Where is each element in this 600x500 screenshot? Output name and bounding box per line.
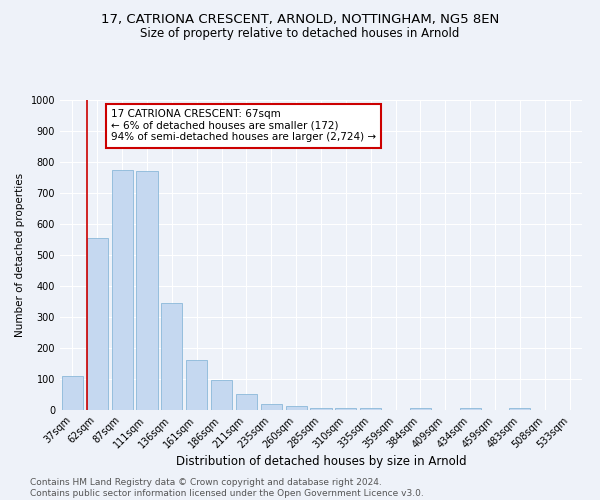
- X-axis label: Distribution of detached houses by size in Arnold: Distribution of detached houses by size …: [176, 456, 466, 468]
- Bar: [410, 408, 431, 410]
- Bar: [62, 376, 83, 410]
- Text: 17 CATRIONA CRESCENT: 67sqm
← 6% of detached houses are smaller (172)
94% of sem: 17 CATRIONA CRESCENT: 67sqm ← 6% of deta…: [111, 110, 376, 142]
- Bar: [335, 408, 356, 410]
- Bar: [360, 408, 381, 410]
- Bar: [87, 238, 108, 410]
- Text: 17, CATRIONA CRESCENT, ARNOLD, NOTTINGHAM, NG5 8EN: 17, CATRIONA CRESCENT, ARNOLD, NOTTINGHA…: [101, 12, 499, 26]
- Bar: [236, 394, 257, 410]
- Text: Size of property relative to detached houses in Arnold: Size of property relative to detached ho…: [140, 28, 460, 40]
- Bar: [112, 170, 133, 410]
- Y-axis label: Number of detached properties: Number of detached properties: [15, 173, 25, 337]
- Bar: [211, 380, 232, 410]
- Bar: [261, 404, 282, 410]
- Bar: [509, 408, 530, 410]
- Bar: [460, 408, 481, 410]
- Text: Contains HM Land Registry data © Crown copyright and database right 2024.
Contai: Contains HM Land Registry data © Crown c…: [30, 478, 424, 498]
- Bar: [136, 172, 158, 410]
- Bar: [161, 303, 182, 410]
- Bar: [186, 360, 207, 410]
- Bar: [286, 406, 307, 410]
- Bar: [310, 408, 332, 410]
